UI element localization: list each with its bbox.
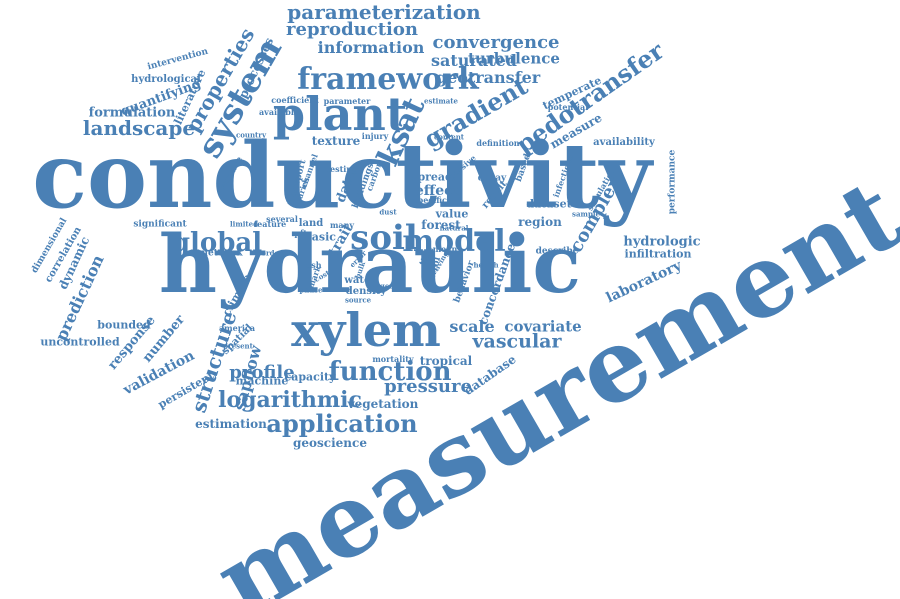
word-testing: testing	[326, 164, 358, 174]
word-saturated: saturated	[431, 51, 517, 70]
word-network: network	[201, 248, 243, 259]
word-source: source	[344, 295, 372, 305]
word-fresh: fresh	[298, 260, 322, 270]
word-definition: definition	[476, 138, 520, 148]
word-injury: injury	[361, 131, 389, 141]
word-decay: decay	[477, 173, 507, 184]
word-plant: plant	[272, 87, 408, 141]
word-describe: describe	[535, 246, 579, 257]
word-function: function	[328, 357, 452, 387]
word-parameterization: parameterization	[287, 0, 481, 24]
word-pressure: pressure	[384, 376, 472, 397]
word-availability: availability	[593, 137, 655, 148]
word-several: several	[266, 214, 298, 224]
word-potential: potential	[547, 102, 589, 112]
word-dataset: dataset	[526, 197, 572, 211]
word-application: application	[266, 409, 418, 438]
word-uncontrolled: uncontrolled	[40, 335, 120, 349]
word-landscape: landscape	[82, 116, 196, 140]
word-country: country	[235, 130, 267, 140]
word-geotransfer: geotransfer	[435, 68, 541, 87]
word-significant: significant	[133, 219, 187, 230]
word-reproduction: reproduction	[286, 19, 418, 40]
word-hydrological: hydrological	[131, 74, 201, 85]
word-water: water	[344, 275, 376, 286]
word-density: density	[345, 286, 387, 297]
word-xylem: xylem	[291, 303, 441, 357]
word-covariate: covariate	[504, 317, 582, 336]
word-many: many	[329, 220, 355, 230]
word-hydraulic: hydraulic	[158, 217, 582, 311]
word-america: america	[218, 323, 256, 333]
word-sample: sample	[572, 209, 600, 219]
word-phase: phase	[299, 285, 323, 295]
word-effect: effect	[414, 183, 460, 199]
word-infiltration: infiltration	[624, 247, 692, 261]
word-spread: spread	[411, 170, 453, 184]
word-logarithmic: logarithmic	[218, 387, 362, 413]
word-soil: soil	[350, 218, 418, 258]
word-machine: machine	[235, 374, 289, 388]
word-information: information	[317, 38, 425, 57]
word-turbulence: turbulence	[468, 49, 560, 68]
word-capacity: capacity	[284, 370, 336, 384]
word-estimation: estimation	[195, 417, 267, 431]
word-limited: limited	[230, 219, 258, 229]
word-order: order	[261, 248, 283, 258]
word-framework: framework	[297, 62, 479, 97]
word-available: available	[259, 107, 299, 117]
word-scale: scale	[449, 317, 495, 336]
word-formulation: formulation	[88, 105, 176, 121]
word-hydrologic: hydrologic	[623, 234, 701, 250]
word-parameter: parameter	[323, 96, 371, 106]
word-feature: feature	[253, 219, 287, 229]
word-specific: specific	[413, 195, 447, 205]
word-mean: mean	[432, 244, 458, 254]
word-geoscience: geoscience	[293, 436, 367, 450]
word-region: region	[518, 215, 562, 229]
word-convergence: convergence	[432, 32, 560, 53]
word-mortality: mortality	[372, 354, 414, 364]
word-vascular: vascular	[472, 330, 562, 353]
word-present: present	[223, 341, 253, 351]
word-natural: natural	[439, 223, 469, 233]
word-profile: profile	[229, 362, 295, 383]
word-tropical: tropical	[419, 354, 473, 368]
word-dust: dust	[379, 207, 397, 217]
word-global: global	[171, 228, 263, 258]
word-texture: texture	[311, 134, 361, 148]
word-coefficient: coefficient	[271, 95, 319, 105]
word-value: value	[435, 207, 469, 221]
word-conductivity: conductivity	[32, 123, 652, 229]
word-model: model	[402, 224, 506, 259]
word-basic: basic	[304, 230, 336, 244]
word-pfts: pfts	[294, 228, 312, 238]
word-performance: performance	[667, 149, 678, 215]
word-land: land	[298, 218, 324, 229]
word-bounded: bounded	[97, 318, 151, 332]
word-content: content	[433, 132, 465, 142]
word-estimate: estimate	[424, 96, 458, 106]
word-larger: larger	[369, 281, 393, 291]
word-vegetation: vegetation	[347, 397, 419, 411]
word-health: health	[473, 260, 499, 270]
word-forest: forest	[421, 218, 461, 232]
